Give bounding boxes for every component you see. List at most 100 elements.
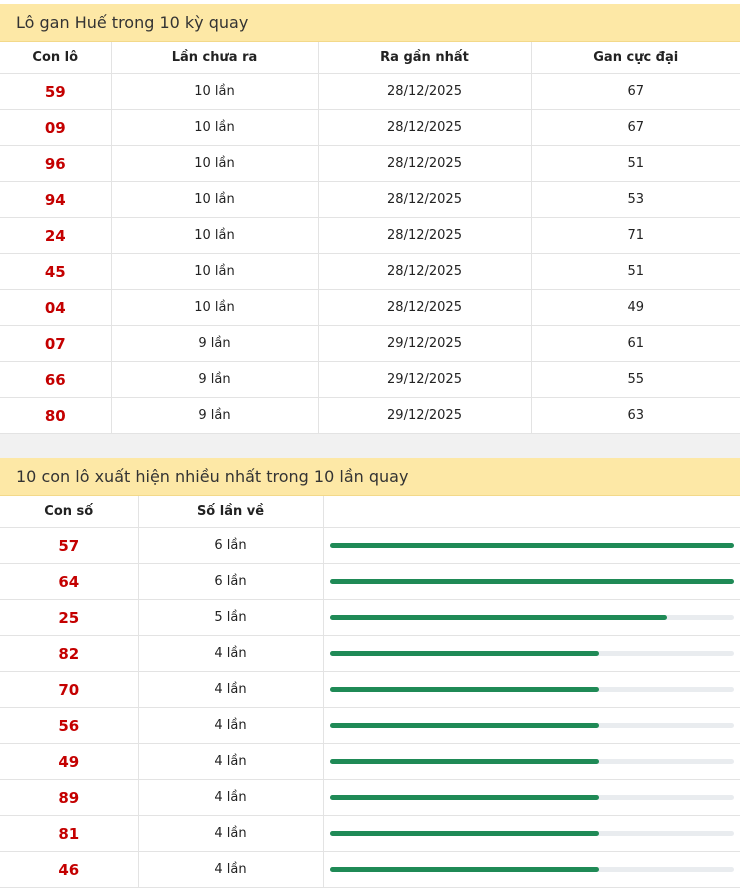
lottery-number: 09 [0, 109, 112, 146]
gan-table: Con lô Lần chưa ra Ra gần nhất Gan cực đại … [0, 42, 740, 434]
cell: 9 lần [111, 325, 319, 362]
bar-track [329, 579, 734, 584]
cell: 10 lần [111, 289, 319, 326]
lottery-number: 46 [0, 851, 139, 888]
frequency-bar [329, 759, 600, 764]
cell: 67 [531, 73, 740, 110]
table-row: 49 4 lần [0, 743, 740, 780]
count-label: 4 lần [138, 815, 324, 852]
section-title: 10 con lô xuất hiện nhiều nhất trong 10 … [0, 458, 740, 496]
table-row: 07 9 lần 29/12/2025 61 [0, 325, 740, 362]
cell: 28/12/2025 [318, 181, 532, 218]
cell: 49 [531, 289, 740, 326]
bar-track [329, 831, 734, 836]
lottery-number: 94 [0, 181, 112, 218]
column-header: Con số [0, 496, 139, 528]
bar-track [329, 795, 734, 800]
count-label: 4 lần [138, 635, 324, 672]
lottery-number: 45 [0, 253, 112, 290]
bar-cell [323, 707, 740, 744]
cell: 28/12/2025 [318, 145, 532, 182]
lottery-number: 80 [0, 397, 112, 434]
lottery-number: 25 [0, 599, 139, 636]
frequency-table: Con số Số lần về 57 6 lần 64 6 lần 25 5 lần 82 4… [0, 496, 740, 888]
count-label: 6 lần [138, 527, 324, 564]
table-row: 24 10 lần 28/12/2025 71 [0, 217, 740, 254]
table-row: 70 4 lần [0, 671, 740, 708]
cell: 10 lần [111, 217, 319, 254]
lottery-number: 24 [0, 217, 112, 254]
lottery-number: 49 [0, 743, 139, 780]
table-row: 81 4 lần [0, 815, 740, 852]
table-row: 89 4 lần [0, 779, 740, 816]
frequency-bar [329, 795, 600, 800]
lottery-number: 64 [0, 563, 139, 600]
cell: 28/12/2025 [318, 217, 532, 254]
bar-cell [323, 815, 740, 852]
column-header [323, 496, 740, 528]
bar-track [329, 651, 734, 656]
frequency-bar [329, 831, 600, 836]
column-header: Gan cực đại [531, 42, 740, 74]
column-header: Ra gần nhất [318, 42, 532, 74]
header-row: Con số Số lần về [0, 496, 740, 528]
cell: 9 lần [111, 361, 319, 398]
table-row: 46 4 lần [0, 851, 740, 888]
lottery-number: 82 [0, 635, 139, 672]
cell: 67 [531, 109, 740, 146]
cell: 28/12/2025 [318, 109, 532, 146]
count-label: 4 lần [138, 707, 324, 744]
table-row: 82 4 lần [0, 635, 740, 672]
bar-cell [323, 599, 740, 636]
frequency-bar [329, 651, 600, 656]
count-label: 4 lần [138, 779, 324, 816]
cell: 10 lần [111, 109, 319, 146]
lottery-number: 66 [0, 361, 112, 398]
cell: 10 lần [111, 253, 319, 290]
table-row: 09 10 lần 28/12/2025 67 [0, 109, 740, 146]
bar-track [329, 615, 734, 620]
table-row: 04 10 lần 28/12/2025 49 [0, 289, 740, 326]
cell: 29/12/2025 [318, 361, 532, 398]
cell: 10 lần [111, 73, 319, 110]
count-label: 4 lần [138, 851, 324, 888]
cell: 55 [531, 361, 740, 398]
table-row: 57 6 lần [0, 527, 740, 564]
count-label: 4 lần [138, 671, 324, 708]
frequency-bar [329, 687, 600, 692]
frequency-bar [329, 723, 600, 728]
bar-track [329, 543, 734, 548]
bar-cell [323, 671, 740, 708]
column-header: Lần chưa ra [111, 42, 319, 74]
frequency-bar [329, 543, 734, 548]
lottery-number: 56 [0, 707, 139, 744]
bar-cell [323, 851, 740, 888]
frequency-bar [329, 867, 600, 872]
count-label: 5 lần [138, 599, 324, 636]
lottery-number: 04 [0, 289, 112, 326]
table-row: 59 10 lần 28/12/2025 67 [0, 73, 740, 110]
table-row: 56 4 lần [0, 707, 740, 744]
bar-track [329, 759, 734, 764]
lottery-number: 59 [0, 73, 112, 110]
bar-cell [323, 743, 740, 780]
cell: 71 [531, 217, 740, 254]
lottery-number: 57 [0, 527, 139, 564]
section-gap [0, 434, 740, 458]
count-label: 4 lần [138, 743, 324, 780]
lottery-number: 96 [0, 145, 112, 182]
bar-cell [323, 635, 740, 672]
table-row: 96 10 lần 28/12/2025 51 [0, 145, 740, 182]
bar-track [329, 867, 734, 872]
cell: 51 [531, 145, 740, 182]
cell: 10 lần [111, 181, 319, 218]
cell: 28/12/2025 [318, 73, 532, 110]
section-title: Lô gan Huế trong 10 kỳ quay [0, 4, 740, 42]
cell: 28/12/2025 [318, 289, 532, 326]
bar-track [329, 723, 734, 728]
bar-cell [323, 527, 740, 564]
bar-cell [323, 563, 740, 600]
lottery-number: 07 [0, 325, 112, 362]
lottery-number: 81 [0, 815, 139, 852]
